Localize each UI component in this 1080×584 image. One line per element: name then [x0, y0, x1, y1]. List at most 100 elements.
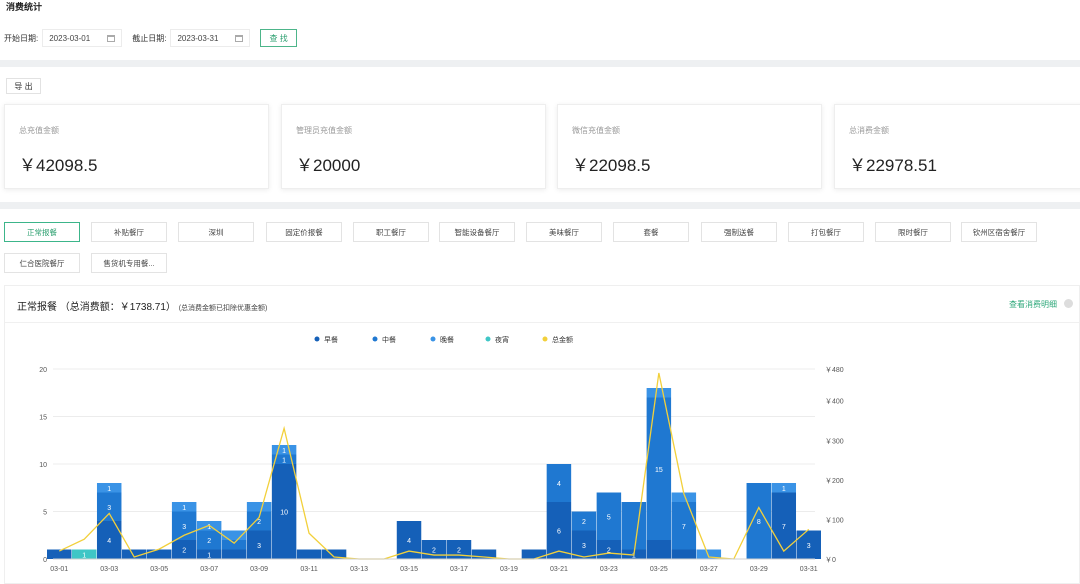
tab-restaurant[interactable]: 仁合医院餐厅 [4, 253, 80, 273]
x-tick-label: 03-09 [250, 566, 268, 573]
bar-segment [546, 464, 572, 502]
stat-label: 微信充值金额 [572, 126, 620, 135]
tab-restaurant[interactable]: 售货机专用餐... [91, 253, 167, 273]
tab-restaurant[interactable]: 钦州区宿舍餐厅 [961, 222, 1037, 242]
bar-label: 1 [782, 486, 786, 493]
x-tick-label: 03-15 [400, 566, 418, 573]
stat-value: ￥22098.5 [572, 156, 651, 175]
consumption-chart-panel: 正常报餐 补贴餐厅 深圳 固定价报餐 职工餐厅 智能设备餐厅 美味餐厅 套餐 强… [0, 209, 1080, 584]
stat-value: ￥22978.51 [849, 156, 937, 175]
bar-segment [246, 502, 272, 512]
bar-label: 3 [257, 543, 261, 550]
bar-label: 3 [107, 505, 111, 512]
x-tick-label: 03-25 [650, 566, 668, 573]
bar-label: 7 [782, 524, 786, 531]
y-left-tick-label: 5 [43, 510, 47, 517]
bar-label: 7 [682, 524, 686, 531]
start-date-input[interactable]: 2023-03-01 [42, 29, 123, 47]
stat-label: 总充值金额 [19, 126, 59, 135]
bar-segment [246, 530, 272, 559]
bar-label: 1 [107, 486, 111, 493]
x-tick-label: 03-13 [350, 566, 368, 573]
bar-label: 1 [282, 457, 286, 464]
calendar-icon [235, 34, 244, 42]
tab-restaurant[interactable]: 打包餐厅 [788, 222, 864, 242]
tab-restaurant[interactable]: 限时餐厅 [875, 222, 951, 242]
bar-segment [96, 492, 122, 521]
y-left-tick-label: 0 [43, 557, 47, 564]
y-right-tick-label: ￥100 [825, 516, 844, 524]
y-left-tick-label: 10 [39, 462, 47, 469]
legend-label: 夜宵 [495, 335, 509, 344]
bar-segment [121, 549, 147, 559]
tab-restaurant[interactable]: 强制送餐 [701, 222, 777, 242]
end-date-input[interactable]: 2023-03-31 [170, 29, 251, 47]
legend-marker [372, 336, 378, 342]
bar-segment [571, 511, 597, 531]
bar-segment [271, 464, 297, 559]
legend-marker [314, 336, 320, 342]
export-button[interactable]: 导 出 [6, 78, 41, 94]
bar-segment [696, 549, 722, 559]
bar-segment [246, 511, 272, 531]
bar-label: 1 [182, 505, 186, 512]
bar-label: 1 [632, 552, 636, 559]
chart-divider [5, 322, 1079, 323]
bar-label: 2 [582, 519, 586, 526]
calendar-icon [107, 34, 116, 42]
start-date-value: 2023-03-01 [49, 33, 91, 43]
bar-segment [646, 540, 672, 559]
x-tick-label: 03-17 [450, 566, 468, 573]
x-tick-label: 03-27 [700, 566, 718, 573]
tab-restaurant[interactable]: 补贴餐厅 [91, 222, 167, 242]
tab-restaurant[interactable]: 职工餐厅 [353, 222, 429, 242]
summary-panel: 导 出 总充值金额 ￥42098.5 管理员充值金额 ￥20000 微信充值金额… [0, 67, 1080, 202]
bar-segment [671, 492, 697, 502]
bar-label: 1 [207, 524, 211, 531]
x-tick-label: 03-29 [750, 566, 768, 573]
view-detail-link[interactable]: 查看消费明细 [1009, 300, 1057, 309]
search-button[interactable]: 查 找 [260, 29, 297, 47]
bar-segment [771, 492, 797, 559]
total-recharge-card: 总充值金额 ￥42098.5 [4, 104, 269, 189]
bar-segment [521, 549, 547, 559]
bar-label: 2 [182, 548, 186, 555]
legend-marker [485, 336, 491, 342]
bar-segment [196, 549, 222, 559]
chart-title-total: （总消费额：￥1738.71） [59, 302, 176, 313]
bar-label: 2 [432, 548, 436, 555]
bar-segment [671, 549, 697, 559]
y-right-tick-label: ￥480 [825, 366, 844, 374]
info-icon [1064, 299, 1073, 308]
x-tick-label: 03-03 [100, 566, 118, 573]
legend-label: 早餐 [324, 335, 338, 344]
bar-segment [646, 397, 672, 540]
bar-segment [771, 483, 797, 493]
tab-restaurant[interactable]: 正常报餐 [4, 222, 80, 242]
bar-label: 3 [807, 543, 811, 550]
y-right-tick-label: ￥200 [825, 477, 844, 485]
bar-segment [321, 549, 347, 559]
bar-segment [671, 502, 697, 550]
bar-segment [271, 454, 297, 464]
tab-restaurant[interactable]: 固定价报餐 [266, 222, 342, 242]
y-right-tick-label: ￥400 [825, 398, 844, 406]
bar-label: 3 [182, 524, 186, 531]
tab-restaurant[interactable]: 深圳 [178, 222, 254, 242]
bar-label: 1 [282, 448, 286, 455]
x-tick-label: 03-05 [150, 566, 168, 573]
chart-title-name: 正常报餐 [17, 302, 57, 313]
bar-segment [221, 549, 247, 559]
y-right-tick-label: ￥0 [825, 556, 836, 564]
x-tick-label: 03-11 [300, 566, 317, 573]
tab-restaurant[interactable]: 套餐 [613, 222, 689, 242]
tab-restaurant[interactable]: 智能设备餐厅 [439, 222, 515, 242]
bar-label: 6 [557, 529, 561, 536]
y-right-tick-label: ￥300 [825, 437, 844, 445]
tab-restaurant[interactable]: 美味餐厅 [526, 222, 602, 242]
start-date-label: 开始日期: [4, 33, 39, 43]
stat-value: ￥20000 [296, 156, 361, 175]
bar-label: 10 [280, 510, 288, 517]
admin-recharge-card: 管理员充值金额 ￥20000 [281, 104, 546, 189]
legend-label: 晚餐 [440, 335, 454, 344]
